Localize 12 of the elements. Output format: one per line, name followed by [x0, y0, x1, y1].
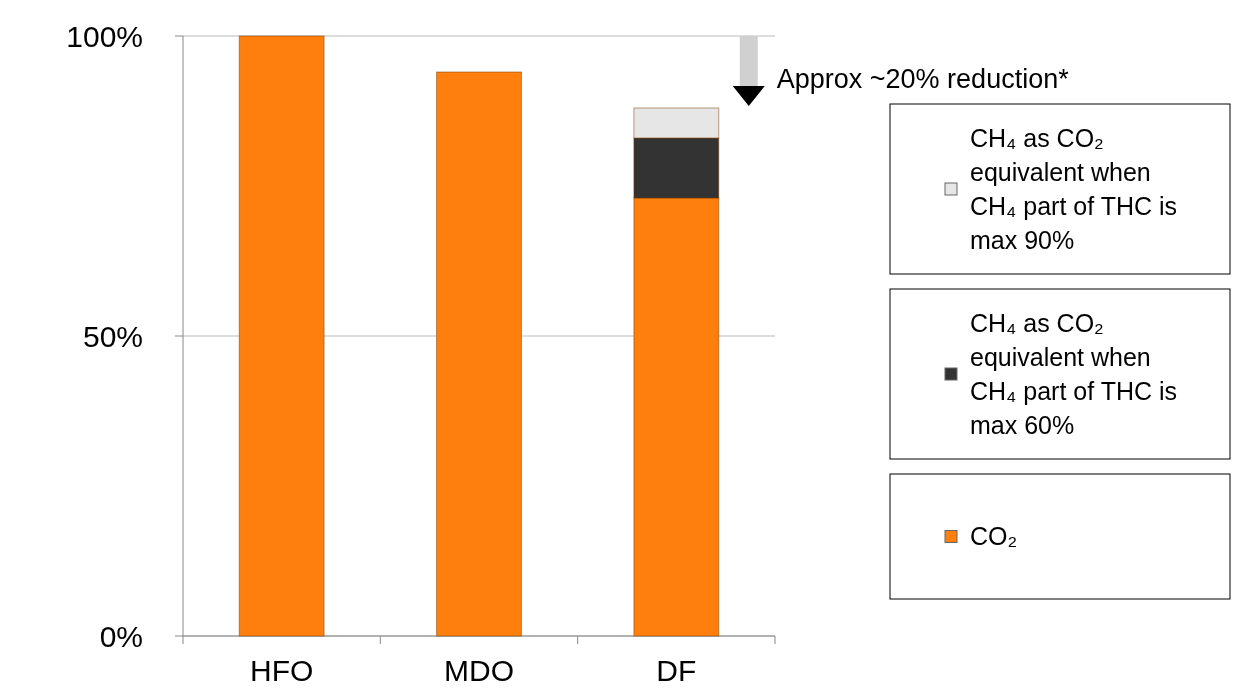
legend-label: CO₂ [970, 522, 1018, 551]
legend-label: CH₄ as CO₂ equivalent when CH₄ part of THC is max 90% [970, 123, 1178, 254]
y-tick-label: 100% [66, 19, 143, 53]
y-tick-label: 0% [99, 619, 143, 653]
legend-label: CH₄ as CO₂ equivalent when CH₄ part of THC is max 60% [970, 308, 1178, 439]
x-tick-label: HFO [250, 654, 314, 687]
x-tick-label: MDO [444, 654, 514, 687]
bar [238, 35, 325, 637]
bar [436, 71, 522, 637]
text: Approx ~20% reduction* [776, 64, 1070, 94]
x-tick-label: DF [656, 654, 697, 687]
y-tick-label: 50% [82, 319, 143, 353]
